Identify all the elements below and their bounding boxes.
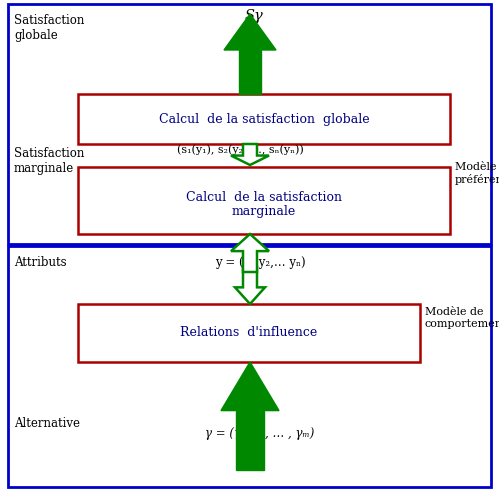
Text: Relations  d'influence: Relations d'influence (180, 327, 318, 339)
Polygon shape (231, 144, 269, 165)
Text: Satisfaction
marginale: Satisfaction marginale (14, 147, 84, 175)
Polygon shape (239, 50, 261, 94)
Text: Alternative: Alternative (14, 417, 80, 430)
Text: Satisfaction
globale: Satisfaction globale (14, 14, 84, 42)
Polygon shape (231, 234, 269, 272)
Polygon shape (224, 14, 276, 50)
FancyBboxPatch shape (78, 167, 450, 234)
Text: (s₁(y₁), s₂(y₂),…, sₙ(yₙ)): (s₁(y₁), s₂(y₂),…, sₙ(yₙ)) (177, 144, 303, 154)
Text: Attributs: Attributs (14, 256, 67, 269)
Text: Modèle de
comportement: Modèle de comportement (425, 307, 499, 329)
Polygon shape (235, 267, 265, 304)
Text: Sγ: Sγ (245, 9, 264, 23)
Text: marginale: marginale (232, 205, 296, 218)
Text: Calcul  de la satisfaction: Calcul de la satisfaction (186, 191, 342, 204)
FancyBboxPatch shape (78, 94, 450, 144)
Polygon shape (236, 411, 264, 470)
Text: y = (y₁,y₂,… yₙ): y = (y₁,y₂,… yₙ) (215, 256, 305, 269)
Text: Calcul  de la satisfaction  globale: Calcul de la satisfaction globale (159, 113, 369, 125)
Polygon shape (221, 362, 279, 411)
FancyBboxPatch shape (78, 304, 420, 362)
Text: γ = (γ₁, γ₂, … , γₘ): γ = (γ₁, γ₂, … , γₘ) (205, 427, 315, 440)
Text: Modèle des
préférences: Modèle des préférences (455, 162, 499, 185)
